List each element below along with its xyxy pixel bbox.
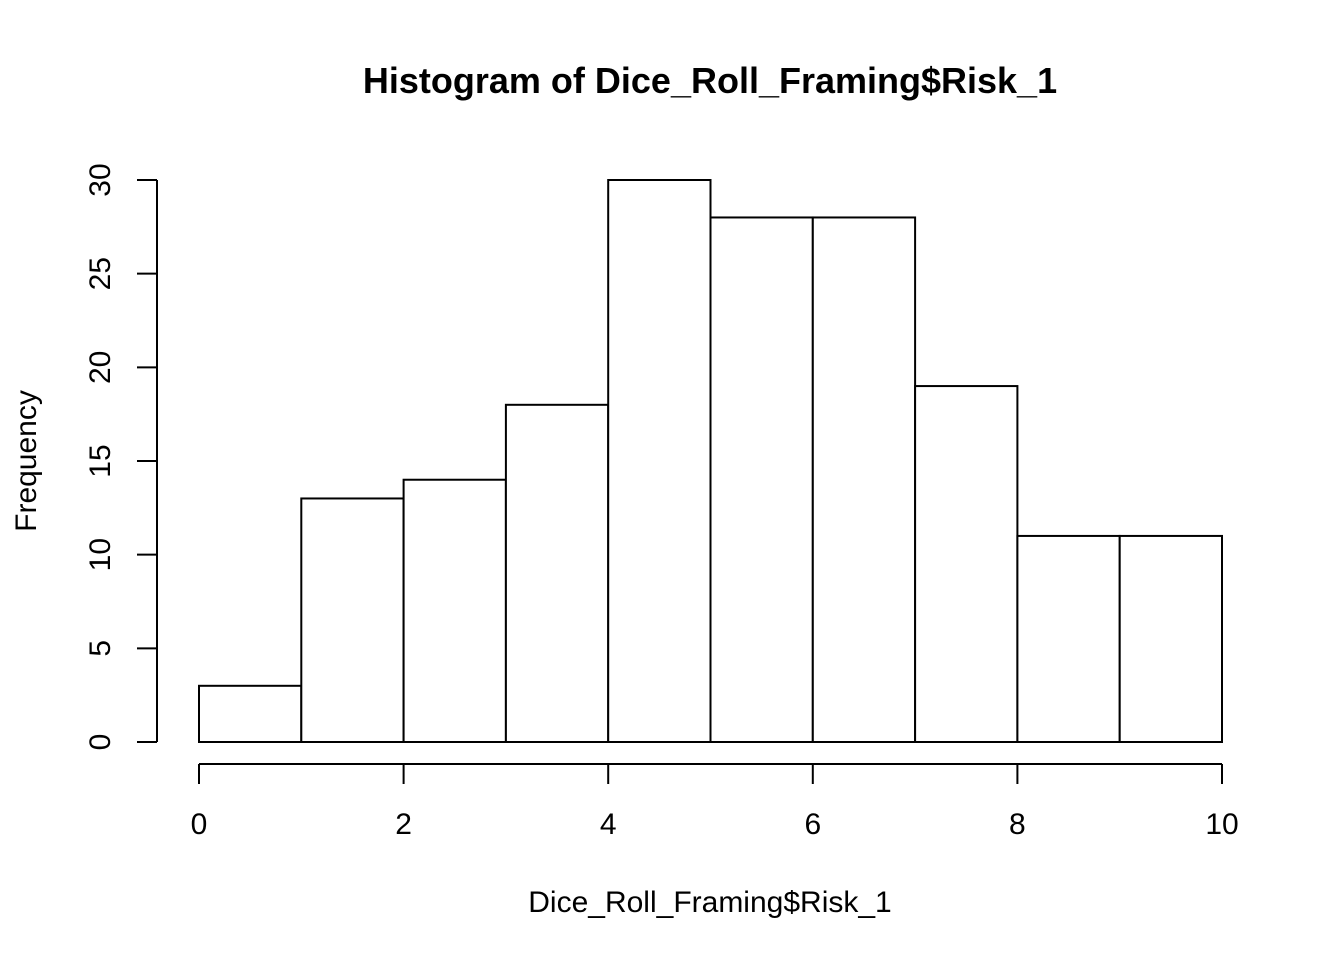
histogram-bar-2 — [402, 478, 507, 743]
histogram-bar-6 — [811, 216, 917, 743]
x-axis-label: Dice_Roll_Framing$Risk_1 — [528, 886, 891, 919]
y-tick-label-2: 10 — [84, 538, 117, 571]
histogram-bar-8 — [1016, 534, 1121, 744]
y-tick-label-5: 25 — [84, 257, 117, 290]
x-tick-label-3: 6 — [804, 808, 821, 841]
x-tick-label-4: 8 — [1009, 808, 1026, 841]
histogram-bar-4 — [607, 179, 712, 743]
x-axis: 0 2 4 6 8 10 — [191, 763, 1239, 841]
chart-title: Histogram of Dice_Roll_Framing$Risk_1 — [363, 60, 1057, 101]
bars-group — [198, 179, 1223, 744]
y-tick-label-0: 0 — [84, 734, 117, 751]
y-axis-label: Frequency — [10, 390, 43, 532]
x-tick-label-2: 4 — [600, 808, 617, 841]
y-tick-label-4: 20 — [84, 351, 117, 384]
histogram-bar-1 — [300, 497, 405, 744]
x-tick-label-1: 2 — [395, 808, 412, 841]
histogram-bar-0 — [198, 684, 303, 743]
y-tick-label-3: 15 — [84, 444, 117, 477]
histogram-bar-7 — [914, 385, 1019, 743]
y-axis: 0 5 10 15 20 25 30 — [84, 163, 158, 751]
y-tick-label-1: 5 — [84, 640, 117, 657]
histogram-bar-3 — [504, 403, 610, 743]
x-tick-label-0: 0 — [191, 808, 208, 841]
x-tick-label-5: 10 — [1205, 808, 1238, 841]
histogram-bar-5 — [709, 216, 814, 743]
histogram-bar-9 — [1118, 534, 1223, 744]
y-tick-label-6: 30 — [84, 163, 117, 196]
